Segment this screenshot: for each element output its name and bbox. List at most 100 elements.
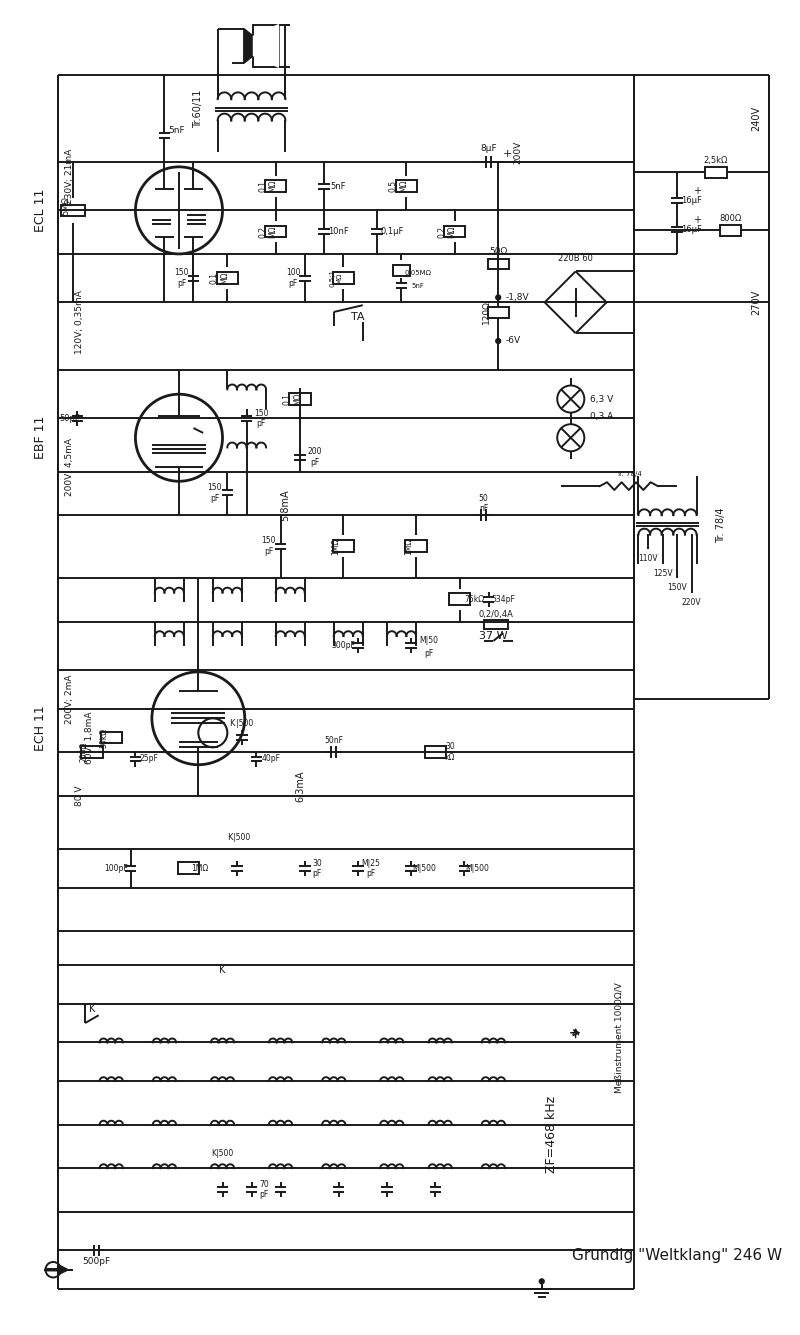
Polygon shape [254, 24, 278, 67]
Bar [61, 204, 85, 216]
Text: 16µF: 16µF [682, 196, 702, 206]
Text: 120V; 0,35mA: 120V; 0,35mA [75, 290, 84, 354]
Text: 5nF: 5nF [331, 182, 346, 191]
Text: 6,3 V: 6,3 V [590, 395, 614, 403]
Text: 300pF: 300pF [331, 641, 355, 650]
Bar [290, 394, 310, 405]
Text: 0,2/0,4A: 0,2/0,4A [479, 610, 514, 619]
Text: EBF 11: EBF 11 [34, 417, 47, 459]
Text: 8µF: 8µF [480, 144, 497, 154]
Text: -1,8V: -1,8V [506, 292, 530, 302]
Bar [449, 594, 470, 605]
Text: K: K [227, 833, 233, 842]
Bar [333, 272, 354, 284]
Text: 100
pF: 100 pF [286, 268, 300, 288]
Text: 800Ω: 800Ω [719, 214, 742, 223]
Text: +: + [693, 186, 701, 196]
Text: K: K [219, 965, 226, 975]
Bar [487, 307, 509, 318]
Text: Tr. 78/4: Tr. 78/4 [616, 471, 642, 478]
Text: 6,3mA: 6,3mA [295, 770, 305, 802]
Text: Tr. 78/4: Tr. 78/4 [716, 507, 726, 542]
Text: M|25
pF: M|25 pF [361, 858, 380, 878]
Text: 0,2
MΩ: 0,2 MΩ [438, 226, 457, 238]
Text: 5nF: 5nF [169, 125, 186, 135]
Text: pF: pF [424, 649, 433, 658]
Text: 1MΩ: 1MΩ [404, 538, 413, 555]
Text: 0,1
MΩ: 0,1 MΩ [210, 272, 230, 284]
Bar [393, 264, 410, 276]
Text: M|500: M|500 [465, 864, 489, 873]
Text: 2,5kΩ: 2,5kΩ [704, 156, 728, 164]
Text: 240V: 240V [751, 105, 762, 131]
Text: 80 V: 80 V [75, 785, 84, 806]
Text: -6V: -6V [505, 336, 520, 346]
Text: 16µF: 16µF [682, 226, 702, 234]
Text: 200
pF: 200 pF [307, 447, 322, 467]
Text: 150V: 150V [667, 583, 687, 593]
Text: 50nF: 50nF [324, 736, 343, 745]
Text: M|500: M|500 [412, 864, 436, 873]
Bar [720, 224, 741, 235]
Text: 1MΩ: 1MΩ [331, 538, 340, 555]
Text: 220V: 220V [682, 598, 702, 606]
Text: 150
pF: 150 pF [254, 409, 269, 429]
Text: 270V: 270V [751, 290, 762, 315]
Text: 5,8mA: 5,8mA [280, 490, 290, 521]
Text: |500: |500 [234, 833, 250, 842]
Text: 100pF: 100pF [104, 864, 128, 873]
Text: 0,5;1
MΩ: 0,5;1 MΩ [329, 270, 342, 287]
Text: 110V: 110V [638, 554, 658, 563]
Text: 30
pF: 30 pF [313, 858, 322, 878]
Text: 200V: 200V [513, 140, 522, 164]
Text: ECL 11: ECL 11 [34, 188, 47, 232]
Text: 50kΩ: 50kΩ [99, 728, 108, 748]
Text: 0,1
MΩ: 0,1 MΩ [258, 180, 278, 192]
Text: 30
kΩ: 30 kΩ [445, 742, 455, 762]
Text: 0,1µF: 0,1µF [380, 227, 403, 236]
Text: 70
pF: 70 pF [259, 1180, 269, 1199]
Text: M|50: M|50 [419, 637, 438, 645]
Bar [265, 226, 286, 238]
Polygon shape [244, 28, 254, 63]
Text: Tr.60/11: Tr.60/11 [194, 89, 203, 128]
Text: 5MΩ: 5MΩ [62, 196, 70, 215]
Text: 37 W: 37 W [479, 631, 508, 641]
Bar [406, 541, 426, 551]
Text: 230V; 21mA: 230V; 21mA [65, 150, 74, 204]
Text: Meßinstrument 1000Ω/V: Meßinstrument 1000Ω/V [614, 983, 624, 1093]
Text: 220B 60: 220B 60 [558, 254, 593, 263]
Text: K: K [230, 718, 235, 728]
Text: 0,05MΩ: 0,05MΩ [405, 270, 431, 276]
Text: 200V; 4,5mA: 200V; 4,5mA [65, 438, 74, 495]
Text: 200Ω: 200Ω [80, 742, 89, 762]
Text: K: K [89, 1004, 95, 1013]
Text: 0,3 A: 0,3 A [590, 413, 614, 421]
Bar [82, 746, 102, 758]
Text: 50Ω: 50Ω [489, 247, 507, 256]
Text: ZF=468 kHz: ZF=468 kHz [545, 1096, 558, 1173]
Circle shape [539, 1279, 544, 1284]
Bar [487, 259, 509, 270]
Bar [217, 272, 238, 284]
Bar [333, 541, 354, 551]
Bar [444, 226, 466, 238]
Text: 150
pF: 150 pF [174, 268, 189, 288]
Text: 0,5
MΩ: 0,5 MΩ [389, 180, 408, 192]
Text: 50
nF: 50 nF [479, 494, 489, 513]
Text: 0,2
MΩ: 0,2 MΩ [258, 226, 278, 238]
Bar [178, 862, 199, 874]
Text: 50pF: 50pF [59, 414, 80, 423]
Text: +: + [503, 150, 513, 159]
Circle shape [496, 339, 501, 343]
Text: Grundig "Weltklang" 246 W: Grundig "Weltklang" 246 W [572, 1248, 782, 1263]
Text: 60V; 1,8mA: 60V; 1,8mA [85, 712, 94, 764]
Text: K|500: K|500 [211, 1149, 234, 1159]
Circle shape [496, 295, 501, 300]
Bar [254, 24, 278, 67]
Text: 25pF: 25pF [139, 754, 158, 764]
Text: +: + [693, 215, 701, 226]
Text: |500: |500 [236, 718, 254, 728]
Bar [396, 180, 417, 192]
Text: 534pF: 534pF [491, 595, 515, 603]
